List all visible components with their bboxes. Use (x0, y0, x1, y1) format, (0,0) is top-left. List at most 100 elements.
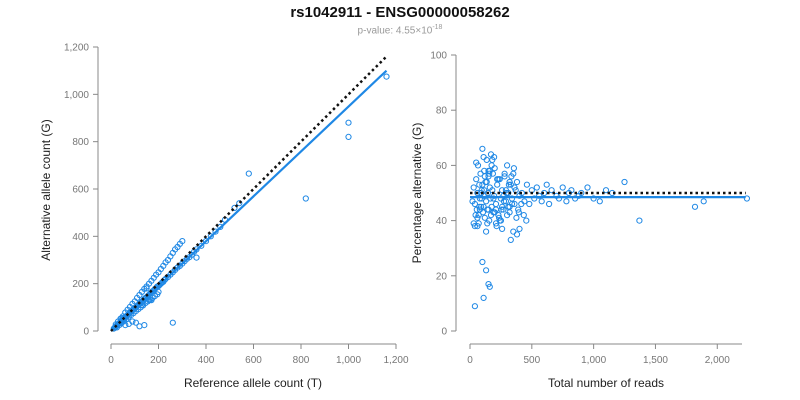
left-data-point (236, 200, 243, 207)
right-data-point (492, 200, 500, 208)
left-x-tick-label: 1,000 (336, 355, 361, 366)
right-scatter-points (469, 145, 751, 310)
left-data-point (155, 288, 162, 295)
right-data-point (506, 178, 513, 186)
right-data-point (510, 228, 517, 235)
right-x-tick-label: 1,500 (643, 355, 668, 366)
right-data-point (481, 214, 488, 221)
right-data-point (499, 203, 506, 210)
right-data-point (691, 203, 699, 210)
left-x-tick-label: 0 (108, 355, 114, 366)
right-y-axis-title: Percentage alternative (G) (410, 123, 424, 264)
right-data-point (479, 181, 486, 188)
right-data-point (636, 217, 643, 224)
right-axis-ticks: 0 500 1,000 1,500 2,000 0 20 40 60 80 100 (430, 51, 730, 367)
right-data-point (474, 223, 481, 230)
right-data-point (511, 200, 518, 208)
right-data-point (520, 212, 527, 219)
right-data-point (478, 203, 485, 210)
right-y-tick-label: 40 (436, 216, 448, 227)
right-data-point (700, 198, 707, 205)
left-axis-ticks: 0 200 400 600 800 1,000 1,200 0 200 400 600 800 1,00… (64, 43, 409, 367)
right-data-point (480, 203, 487, 210)
right-data-point (515, 206, 522, 213)
left-data-point (148, 297, 155, 304)
left-data-point (245, 170, 252, 177)
right-data-point (559, 184, 566, 191)
right-data-point (479, 258, 486, 266)
right-data-point (485, 206, 492, 213)
right-data-point (510, 165, 518, 172)
p-value-exponent: -18 (432, 24, 443, 31)
right-data-point (590, 195, 597, 202)
right-data-point (494, 181, 501, 188)
right-data-point (499, 187, 506, 194)
left-x-tick-label: 400 (198, 355, 215, 366)
left-data-point (193, 254, 200, 261)
right-data-point (502, 198, 509, 205)
right-data-point (504, 162, 511, 169)
right-data-point (602, 187, 610, 194)
right-data-point (555, 195, 563, 202)
right-data-point (473, 159, 480, 166)
right-data-point (743, 195, 751, 202)
right-data-point (578, 189, 585, 197)
right-data-point (507, 236, 514, 243)
left-data-point (345, 119, 352, 126)
right-data-point (596, 198, 603, 205)
left-y-tick-label: 400 (72, 232, 89, 243)
right-data-point (490, 195, 497, 202)
right-data-point (476, 203, 483, 210)
left-data-point (302, 195, 309, 202)
right-data-point (533, 184, 540, 191)
right-data-point (470, 184, 477, 191)
left-data-point (122, 322, 129, 329)
right-data-point (531, 195, 538, 202)
left-y-tick-label: 1,200 (64, 43, 89, 54)
left-x-tick-label: 800 (293, 355, 310, 366)
right-data-point (478, 195, 485, 202)
right-data-point (499, 225, 506, 232)
left-fit-line (110, 69, 388, 332)
right-data-point (518, 200, 525, 208)
right-data-point (473, 176, 480, 183)
right-data-point (483, 267, 490, 274)
right-data-point (515, 209, 522, 216)
right-data-point (523, 217, 530, 224)
left-data-point (207, 233, 214, 240)
right-data-point (502, 187, 509, 194)
right-data-point (508, 173, 515, 180)
left-data-point (169, 319, 176, 326)
right-x-tick-label: 1,000 (581, 355, 606, 366)
right-data-point (506, 209, 513, 216)
right-data-point (500, 198, 508, 205)
right-data-point (491, 154, 498, 161)
right-data-point (538, 198, 545, 205)
right-y-tick-label: 0 (441, 327, 447, 338)
right-data-point (486, 170, 493, 177)
left-y-tick-label: 600 (72, 185, 89, 196)
right-data-point (480, 154, 487, 161)
left-data-point (132, 319, 139, 326)
right-data-point (484, 220, 491, 227)
p-value-text: p-value: 4.55×10 (357, 25, 433, 37)
left-data-point (198, 242, 205, 249)
right-x-tick-label: 500 (523, 355, 540, 366)
left-data-point (129, 318, 136, 325)
left-x-tick-label: 600 (245, 355, 262, 366)
left-data-point (179, 238, 186, 245)
right-data-point (471, 303, 478, 310)
right-data-point (563, 198, 570, 205)
right-data-point (548, 187, 555, 194)
right-data-point (479, 145, 486, 152)
right-data-point (496, 214, 503, 221)
right-data-point (505, 181, 512, 188)
right-data-point (516, 225, 523, 232)
left-data-point (231, 204, 238, 211)
right-data-point (488, 162, 495, 169)
left-data-point (383, 73, 390, 80)
left-y-tick-label: 0 (83, 327, 89, 338)
right-data-point (474, 189, 481, 197)
left-data-point (202, 238, 210, 245)
right-data-point (472, 212, 479, 219)
